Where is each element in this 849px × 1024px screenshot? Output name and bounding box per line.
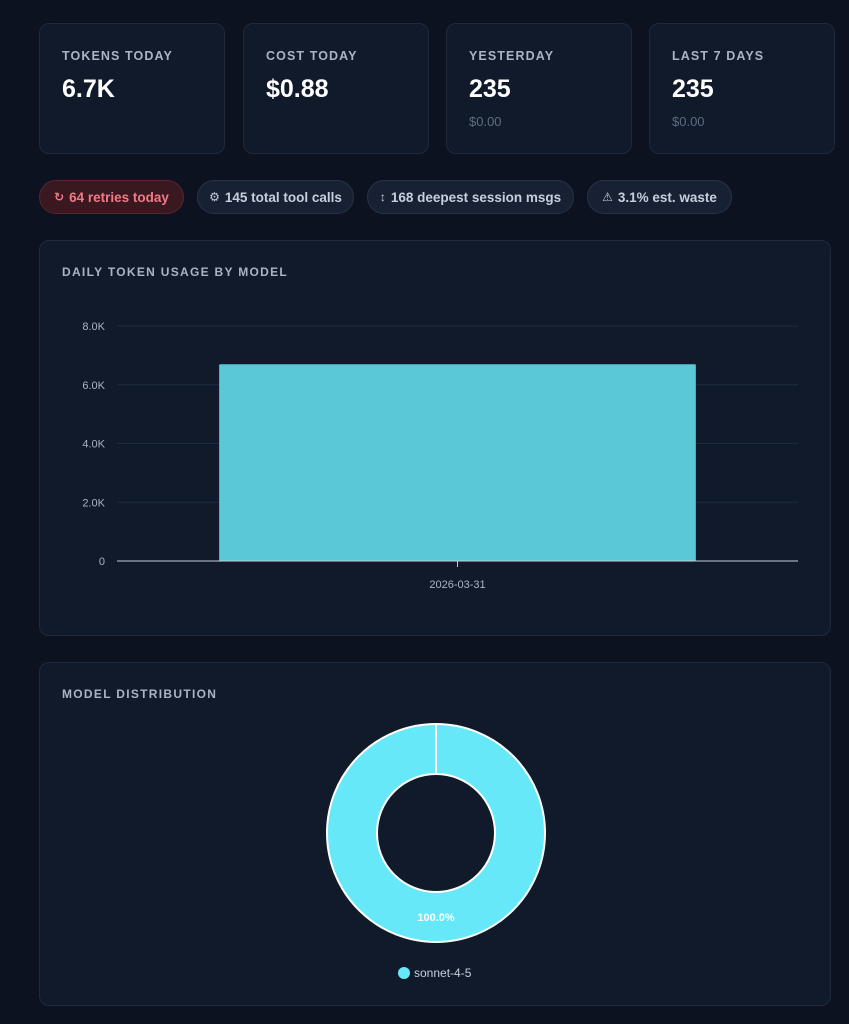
pill-text: 64 retries today [69, 189, 169, 205]
legend-label[interactable]: sonnet-4-5 [414, 966, 472, 980]
model-distribution-chart: 100.0% sonnet-4-5 [326, 723, 546, 980]
slice-border [376, 773, 496, 893]
stat-card-last-7-days: LAST 7 DAYS 235 $0.00 [649, 23, 835, 154]
stat-value: 235 [469, 75, 511, 103]
waste-pill: ⚠ 3.1% est. waste [587, 180, 732, 214]
stat-value: $0.88 [266, 75, 329, 103]
y-tick-label: 4.0K [82, 439, 105, 451]
pill-text: 145 total tool calls [224, 189, 342, 205]
stat-value: 235 [672, 75, 714, 103]
tool-icon: ⚙ [209, 190, 220, 204]
deepest-session-pill: ↕ 168 deepest session msgs [367, 180, 574, 214]
legend-swatch [398, 967, 410, 979]
daily-token-usage-panel: DAILY TOKEN USAGE BY MODEL 0 2.0K 4.0K 6.0K… [39, 240, 831, 636]
y-tick-label: 0 [99, 556, 105, 568]
retries-pill: ↻ 64 retries today [39, 180, 184, 214]
pill-text: 168 deepest session msgs [390, 189, 562, 205]
stat-sub: $0.00 [469, 114, 502, 129]
tool-calls-pill: ⚙ 145 total tool calls [197, 180, 354, 214]
panel-title: MODEL DISTRIBUTION [62, 687, 218, 701]
stat-sub: $0.00 [672, 114, 705, 129]
stat-card-tokens-today: TOKENS TODAY 6.7K [39, 23, 225, 154]
daily-token-usage-chart: 0 2.0K 4.0K 6.0K 8.0K 2026-03-31 [82, 321, 798, 591]
panel-title: DAILY TOKEN USAGE BY MODEL [62, 265, 289, 279]
pill-text: 3.1% est. waste [617, 189, 717, 205]
warning-icon: ⚠ [602, 190, 613, 204]
y-tick-label: 6.0K [82, 380, 105, 392]
retry-icon: ↻ [54, 190, 65, 204]
y-tick-label: 2.0K [82, 497, 105, 509]
y-tick-label: 8.0K [82, 321, 105, 333]
model-distribution-panel: MODEL DISTRIBUTION 100.0% sonnet-4-5 [39, 662, 831, 1006]
depth-icon: ↕ [379, 190, 386, 204]
stat-card-yesterday: YESTERDAY 235 $0.00 [446, 23, 632, 154]
stat-value: 6.7K [62, 75, 115, 103]
stat-label: YESTERDAY [469, 49, 555, 63]
x-tick-label: 2026-03-31 [429, 579, 485, 591]
bar[interactable] [219, 364, 696, 561]
stat-label: COST TODAY [266, 49, 358, 63]
stat-card-cost-today: COST TODAY $0.88 [243, 23, 429, 154]
stat-label: TOKENS TODAY [62, 49, 173, 63]
slice-value-label: 100.0% [417, 912, 455, 924]
stat-label: LAST 7 DAYS [672, 49, 765, 63]
